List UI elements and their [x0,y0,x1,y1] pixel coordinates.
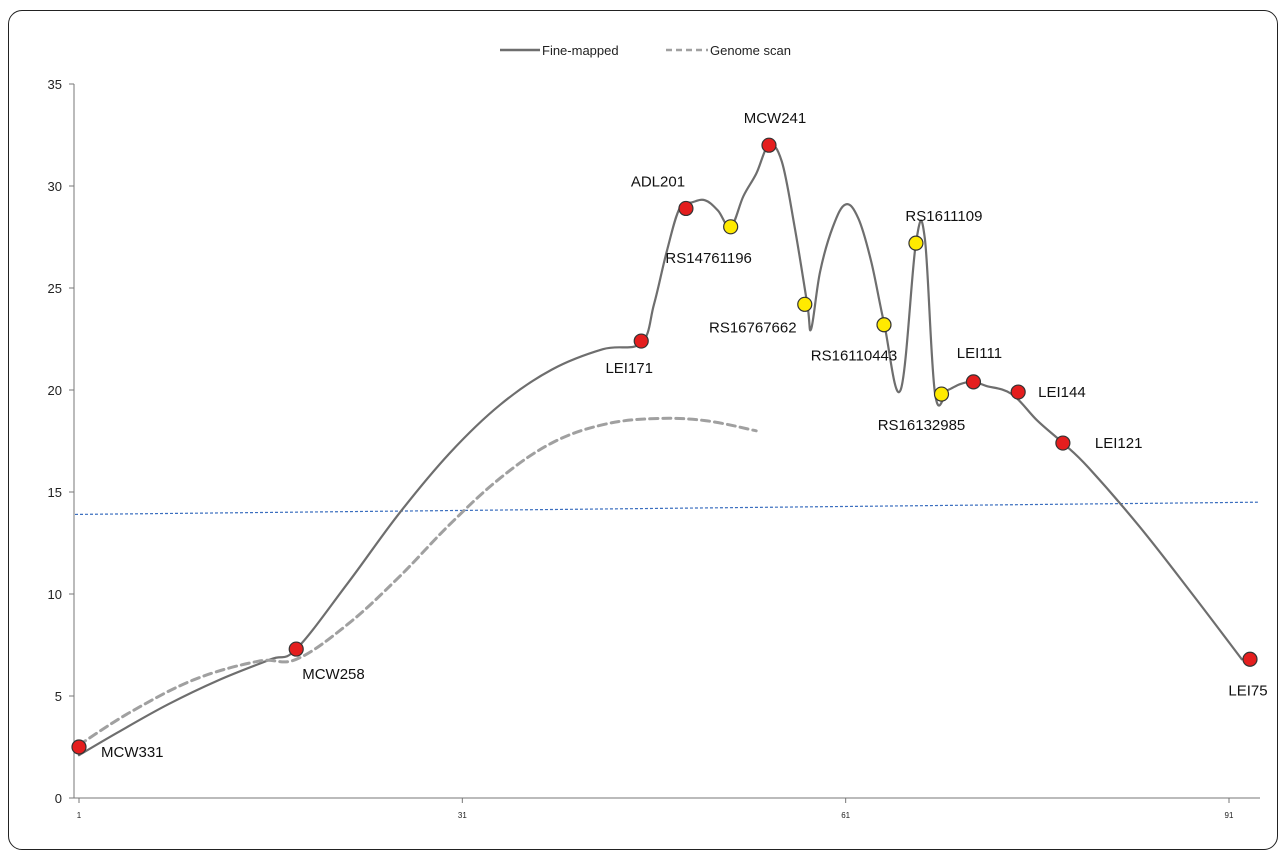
y-tick-label: 15 [48,485,62,500]
y-tick-label: 30 [48,179,62,194]
legend-label-fine-mapped: Fine-mapped [542,43,619,58]
y-tick-label: 25 [48,281,62,296]
marker-label-rs16132985: RS16132985 [878,417,966,434]
marker-lei144 [1010,384,1026,400]
marker-rs16110443 [876,317,892,333]
x-tick-label: 61 [841,811,850,820]
marker-mcw258 [288,641,304,657]
x-tick-label: 1 [77,811,82,820]
y-tick-label: 5 [55,689,62,704]
legend-label-genome-scan: Genome scan [710,43,791,58]
marker-rs14761196 [723,219,739,235]
marker-label-lei144: LEI144 [1038,384,1086,401]
marker-label-mcw241: MCW241 [744,110,807,127]
marker-label-lei75: LEI75 [1228,682,1267,699]
marker-adl201 [678,200,694,217]
marker-label-rs1611109: RS1611109 [905,208,982,225]
marker-lei171 [633,333,649,349]
marker-label-lei171: LEI171 [605,360,653,377]
marker-label-rs14761196: RS14761196 [665,250,751,267]
marker-label-lei111: LEI111 [957,345,1002,362]
series-line-genome-scan [77,416,758,747]
y-tick-label: 0 [55,791,62,806]
y-tick-label: 35 [48,77,62,92]
marker-lei121 [1055,435,1071,451]
y-tick-label: 10 [48,587,62,602]
marker-label-rs16110443: RS16110443 [811,348,897,365]
marker-label-adl201: ADL201 [631,173,685,190]
marker-rs1611109 [908,235,924,251]
marker-rs16767662 [797,296,813,312]
series-lines [77,143,1243,757]
markers: MCW331 MCW258 LEI171 ADL201 RS14761196 MCW241… [71,110,1268,761]
threshold-line [74,501,1259,516]
x-tick-label: 31 [458,811,467,820]
axes: 0 5 10 15 20 25 30 35 1 31 61 91 [48,77,1260,820]
marker-label-rs16767662: RS16767662 [709,319,797,336]
marker-label-mcw331: MCW331 [101,744,164,761]
marker-mcw331 [71,739,87,755]
marker-mcw241 [761,137,777,153]
series-line-fine-mapped [77,143,1243,757]
marker-label-lei121: LEI121 [1095,435,1143,452]
marker-lei111 [965,374,982,390]
marker-label-mcw258: MCW258 [302,666,365,683]
legend: Fine-mapped Genome scan [500,43,791,58]
threshold-line-group [74,501,1259,516]
marker-rs16132985 [933,386,950,402]
y-tick-label: 20 [48,383,62,398]
x-tick-label: 91 [1225,811,1234,820]
marker-lei75 [1242,651,1258,667]
